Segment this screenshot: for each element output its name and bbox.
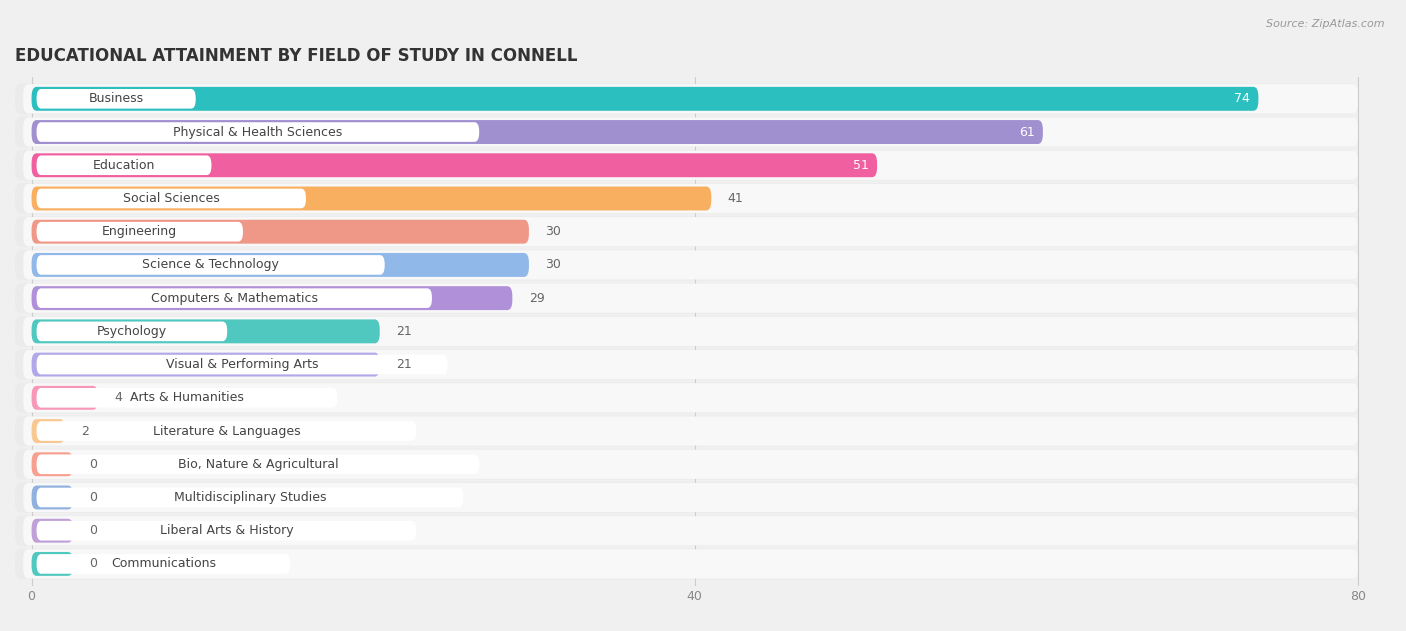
Text: Computers & Mathematics: Computers & Mathematics — [150, 292, 318, 305]
FancyBboxPatch shape — [31, 319, 380, 343]
FancyBboxPatch shape — [37, 155, 211, 175]
FancyBboxPatch shape — [31, 187, 711, 210]
Text: Arts & Humanities: Arts & Humanities — [131, 391, 243, 404]
Text: Physical & Health Sciences: Physical & Health Sciences — [173, 126, 343, 139]
Text: Communications: Communications — [111, 557, 217, 570]
FancyBboxPatch shape — [37, 222, 243, 242]
FancyBboxPatch shape — [31, 253, 529, 277]
Text: 74: 74 — [1234, 92, 1250, 105]
FancyBboxPatch shape — [24, 383, 1358, 413]
FancyBboxPatch shape — [24, 450, 1358, 479]
FancyBboxPatch shape — [24, 151, 1358, 180]
FancyBboxPatch shape — [37, 189, 307, 208]
FancyBboxPatch shape — [31, 353, 380, 377]
Text: 41: 41 — [728, 192, 744, 205]
Text: Liberal Arts & History: Liberal Arts & History — [159, 524, 294, 537]
FancyBboxPatch shape — [15, 316, 1358, 346]
FancyBboxPatch shape — [24, 317, 1358, 346]
FancyBboxPatch shape — [31, 519, 73, 543]
Text: 21: 21 — [396, 358, 412, 371]
Text: 0: 0 — [90, 457, 97, 471]
FancyBboxPatch shape — [15, 416, 1358, 446]
FancyBboxPatch shape — [15, 117, 1358, 147]
FancyBboxPatch shape — [15, 548, 1358, 579]
FancyBboxPatch shape — [31, 419, 65, 443]
Text: 51: 51 — [853, 159, 869, 172]
FancyBboxPatch shape — [37, 554, 290, 574]
Text: Literature & Languages: Literature & Languages — [153, 425, 301, 437]
Text: 0: 0 — [90, 557, 97, 570]
Text: Education: Education — [93, 159, 155, 172]
Text: 2: 2 — [82, 425, 89, 437]
FancyBboxPatch shape — [24, 117, 1358, 146]
Text: Science & Technology: Science & Technology — [142, 259, 278, 271]
FancyBboxPatch shape — [24, 350, 1358, 379]
FancyBboxPatch shape — [37, 288, 432, 308]
FancyBboxPatch shape — [24, 416, 1358, 445]
FancyBboxPatch shape — [15, 216, 1358, 247]
FancyBboxPatch shape — [24, 84, 1358, 114]
FancyBboxPatch shape — [31, 87, 1258, 111]
FancyBboxPatch shape — [24, 483, 1358, 512]
FancyBboxPatch shape — [15, 250, 1358, 280]
Text: Psychology: Psychology — [97, 325, 167, 338]
FancyBboxPatch shape — [15, 482, 1358, 513]
Text: Visual & Performing Arts: Visual & Performing Arts — [166, 358, 318, 371]
Text: 30: 30 — [546, 259, 561, 271]
FancyBboxPatch shape — [37, 355, 447, 374]
Text: Social Sciences: Social Sciences — [122, 192, 219, 205]
FancyBboxPatch shape — [37, 255, 385, 274]
Text: Multidisciplinary Studies: Multidisciplinary Studies — [174, 491, 326, 504]
Text: 29: 29 — [529, 292, 544, 305]
FancyBboxPatch shape — [15, 83, 1358, 114]
FancyBboxPatch shape — [24, 251, 1358, 280]
FancyBboxPatch shape — [31, 220, 529, 244]
Text: Engineering: Engineering — [103, 225, 177, 238]
FancyBboxPatch shape — [31, 452, 73, 476]
Text: 30: 30 — [546, 225, 561, 238]
FancyBboxPatch shape — [24, 550, 1358, 579]
FancyBboxPatch shape — [31, 153, 877, 177]
Text: 0: 0 — [90, 491, 97, 504]
FancyBboxPatch shape — [37, 422, 416, 441]
FancyBboxPatch shape — [31, 552, 73, 576]
FancyBboxPatch shape — [15, 150, 1358, 180]
FancyBboxPatch shape — [15, 183, 1358, 214]
FancyBboxPatch shape — [37, 388, 337, 408]
Text: 21: 21 — [396, 325, 412, 338]
FancyBboxPatch shape — [37, 521, 416, 541]
FancyBboxPatch shape — [31, 286, 512, 310]
Text: Source: ZipAtlas.com: Source: ZipAtlas.com — [1267, 19, 1385, 29]
FancyBboxPatch shape — [15, 516, 1358, 546]
FancyBboxPatch shape — [37, 454, 479, 474]
FancyBboxPatch shape — [24, 516, 1358, 545]
Text: Business: Business — [89, 92, 143, 105]
Text: EDUCATIONAL ATTAINMENT BY FIELD OF STUDY IN CONNELL: EDUCATIONAL ATTAINMENT BY FIELD OF STUDY… — [15, 47, 578, 64]
FancyBboxPatch shape — [15, 382, 1358, 413]
FancyBboxPatch shape — [37, 122, 479, 142]
FancyBboxPatch shape — [24, 283, 1358, 313]
FancyBboxPatch shape — [24, 184, 1358, 213]
FancyBboxPatch shape — [31, 120, 1043, 144]
FancyBboxPatch shape — [31, 485, 73, 509]
FancyBboxPatch shape — [15, 350, 1358, 380]
FancyBboxPatch shape — [24, 217, 1358, 246]
FancyBboxPatch shape — [31, 386, 98, 410]
FancyBboxPatch shape — [15, 449, 1358, 480]
Text: Bio, Nature & Agricultural: Bio, Nature & Agricultural — [177, 457, 339, 471]
FancyBboxPatch shape — [37, 89, 195, 109]
Text: 4: 4 — [114, 391, 122, 404]
FancyBboxPatch shape — [15, 283, 1358, 314]
Text: 0: 0 — [90, 524, 97, 537]
FancyBboxPatch shape — [37, 322, 228, 341]
FancyBboxPatch shape — [37, 488, 464, 507]
Text: 61: 61 — [1019, 126, 1035, 139]
